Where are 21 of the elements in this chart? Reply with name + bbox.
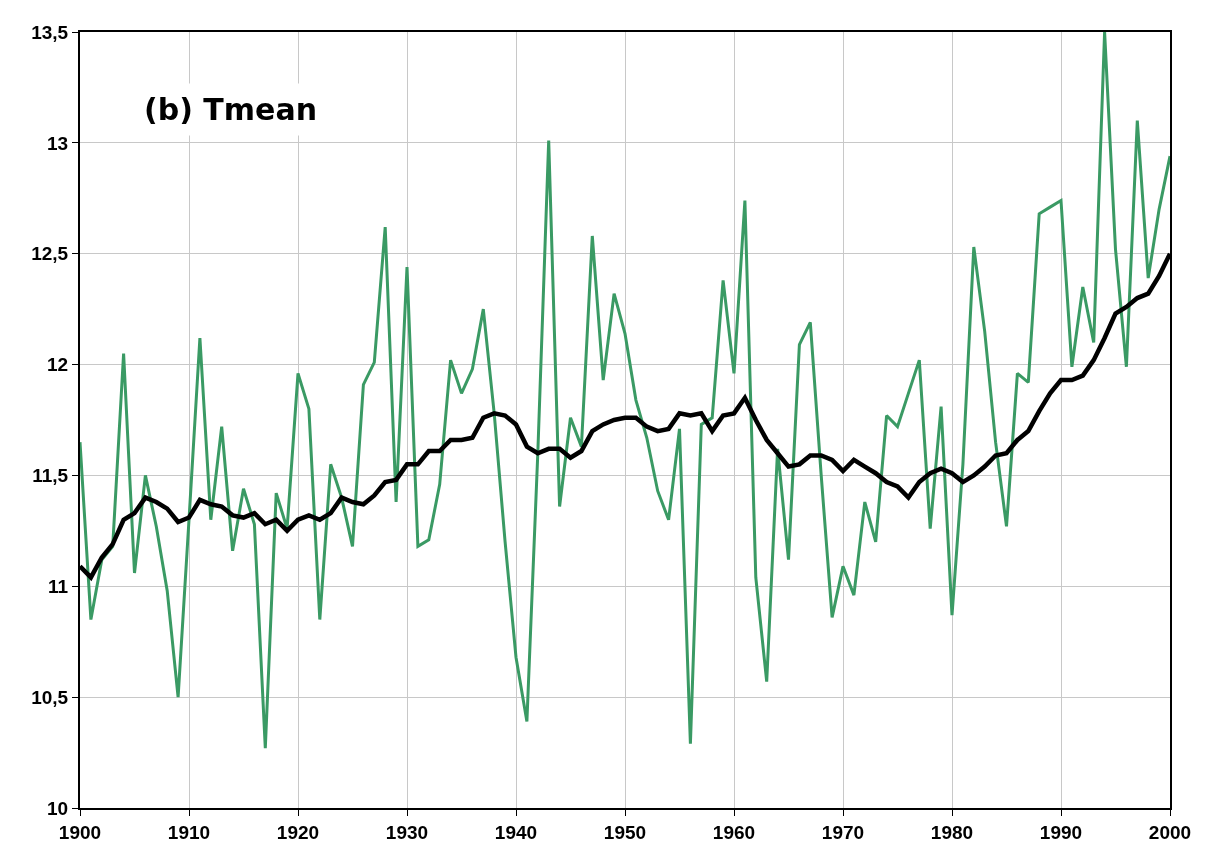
y-tick-label: 10,5: [31, 686, 69, 708]
x-tick-label: 1910: [167, 821, 211, 843]
x-tick-label: 2000: [1148, 821, 1192, 843]
x-tick-label: 1920: [276, 821, 320, 843]
x-tick-label: 1940: [494, 821, 538, 843]
x-tick-label: 1900: [58, 821, 102, 843]
y-tick-label: 11,5: [32, 465, 69, 487]
x-tick-label: 1930: [385, 821, 429, 843]
x-tick-label: 1950: [603, 821, 647, 843]
x-tick-label: 1960: [712, 821, 756, 843]
line-series: [80, 32, 1170, 750]
x-tick-label: 1980: [930, 821, 974, 843]
y-tick-label: 10: [47, 797, 69, 819]
y-tick-label: 13: [47, 132, 69, 154]
y-tick-label: 12,5: [31, 243, 69, 265]
text: (b) Tmean: [144, 92, 318, 127]
x-tick-label: 1990: [1039, 821, 1083, 843]
y-tick-label: 13,5: [31, 21, 69, 43]
y-tick-label: 12: [47, 354, 69, 376]
y-tick-label: 11: [48, 575, 69, 597]
x-tick-label: 1970: [821, 821, 865, 843]
